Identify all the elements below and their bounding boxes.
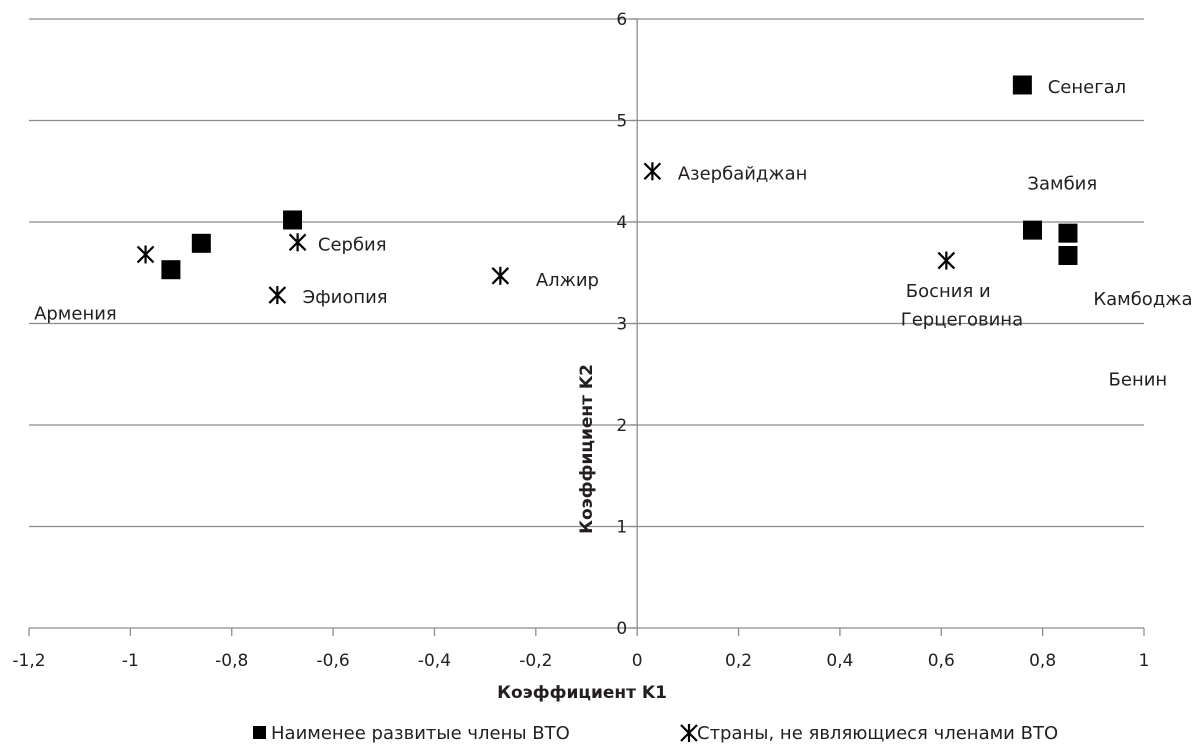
point-labels: Армения Сербия Эфиопия Алжир Азербайджан Сене… bbox=[34, 77, 1192, 390]
legend-label-least-developed: Наименее развитые члены ВТО bbox=[271, 723, 570, 744]
y-tick-label: 5 bbox=[616, 112, 627, 132]
y-tick-label: 6 bbox=[616, 10, 627, 30]
x-tick-label: -0,8 bbox=[215, 651, 248, 671]
y-tick-labels: 0 1 2 3 4 5 6 bbox=[616, 10, 627, 639]
asterisk-marker bbox=[643, 162, 662, 181]
country-label: Герцеговина bbox=[901, 309, 1023, 330]
square-marker bbox=[1023, 220, 1042, 240]
asterisk-marker bbox=[136, 245, 155, 264]
country-label: Азербайджан bbox=[678, 163, 808, 184]
x-tick-label: 0,4 bbox=[826, 651, 853, 671]
y-tick-label: 4 bbox=[616, 213, 627, 233]
country-label: Сербия bbox=[318, 234, 387, 255]
asterisk-marker bbox=[937, 251, 956, 270]
legend: Наименее развитые члены ВТО Страны, не я… bbox=[253, 723, 1058, 744]
x-tick-label: 0 bbox=[632, 651, 643, 671]
x-tick-label: 1 bbox=[1139, 651, 1150, 671]
square-marker bbox=[1012, 75, 1032, 95]
legend-square-marker-icon bbox=[253, 726, 266, 739]
legend-asterisk-marker-icon bbox=[680, 724, 698, 742]
country-label: Сенегал bbox=[1048, 77, 1126, 98]
square-marker bbox=[191, 233, 211, 253]
legend-item-least-developed: Наименее развитые члены ВТО bbox=[253, 723, 570, 744]
asterisk-marker bbox=[288, 233, 307, 252]
x-tick-label: 0,6 bbox=[928, 651, 955, 671]
square-marker bbox=[1058, 245, 1078, 265]
legend-asterisk-glyph bbox=[680, 724, 698, 742]
square-marker bbox=[283, 210, 303, 230]
asterisk-marker bbox=[268, 286, 287, 305]
gridlines bbox=[29, 18, 1144, 528]
x-axis-title: Коэффициент K1 bbox=[497, 683, 667, 703]
y-tick-label: 2 bbox=[616, 416, 627, 436]
y-tick-label: 0 bbox=[616, 619, 627, 639]
country-label: Замбия bbox=[1027, 173, 1097, 194]
square-marker bbox=[1058, 223, 1078, 243]
data-markers bbox=[136, 75, 1078, 305]
legend-label-non-members: Страны, не являющиеся членами ВТО bbox=[697, 723, 1058, 744]
y-tick-label: 3 bbox=[616, 315, 627, 335]
square-marker bbox=[161, 260, 181, 280]
x-tick-label: -0,2 bbox=[519, 651, 552, 671]
country-label: Армения bbox=[34, 303, 117, 324]
country-label: Бенин bbox=[1109, 369, 1168, 390]
x-tick-label: -0,4 bbox=[418, 651, 451, 671]
axes bbox=[28, 18, 1145, 636]
y-axis-title: Коэффициент K2 bbox=[577, 364, 597, 534]
asterisk-marker bbox=[491, 266, 510, 285]
x-tick-label: 0,8 bbox=[1029, 651, 1056, 671]
x-tick-label: -1,2 bbox=[12, 651, 45, 671]
x-tick-label: 0,2 bbox=[725, 651, 752, 671]
y-tick-label: 1 bbox=[616, 518, 627, 538]
country-label: Алжир bbox=[536, 270, 599, 291]
x-tick-label: -0,6 bbox=[317, 651, 350, 671]
country-label: Эфиопия bbox=[303, 287, 388, 308]
legend-item-non-members: Страны, не являющиеся членами ВТО bbox=[680, 723, 1058, 744]
x-tick-label: -1 bbox=[122, 651, 139, 671]
x-tick-labels: -1,2 -1 -0,8 -0,6 -0,4 -0,2 0 0,2 0,4 0,6 0,8 1 bbox=[12, 651, 1149, 671]
country-label: Камбоджа bbox=[1093, 289, 1192, 310]
country-label: Босния и bbox=[906, 281, 991, 302]
